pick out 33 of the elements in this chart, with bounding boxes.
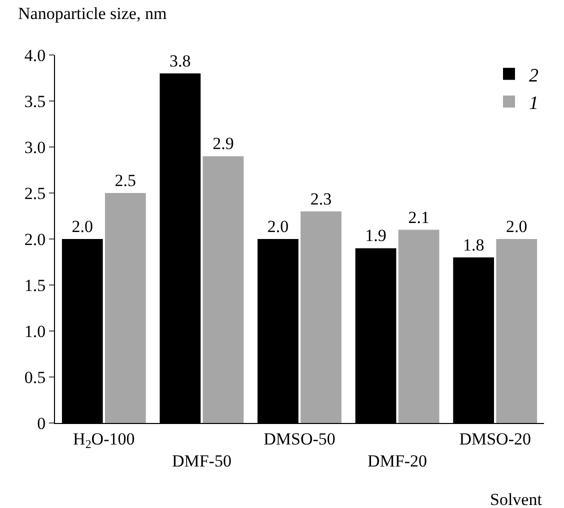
bar xyxy=(398,230,440,423)
data-label: 2.1 xyxy=(408,208,430,227)
x-tick-label: DMF-50 xyxy=(172,452,232,470)
bar xyxy=(496,239,538,423)
y-tick-label: 3.5 xyxy=(24,92,46,111)
y-tick-label: 2.5 xyxy=(24,184,46,203)
data-label: 2.3 xyxy=(310,189,332,208)
y-tick-label: 1.0 xyxy=(24,322,46,341)
x-axis-title: Solvent xyxy=(490,490,542,508)
y-tick-label: 0.5 xyxy=(24,368,46,387)
x-tick-label: DMSO-20 xyxy=(459,429,531,448)
bar xyxy=(104,193,146,423)
legend-label: 2 xyxy=(529,65,539,86)
data-label: 2.0 xyxy=(72,217,94,236)
data-label: 1.8 xyxy=(462,235,484,254)
data-label: 2.0 xyxy=(267,217,289,236)
y-tick-label: 4.0 xyxy=(24,46,46,65)
y-tick-label: 1.5 xyxy=(24,276,46,295)
data-label: 2.9 xyxy=(212,134,234,154)
data-label: 3.8 xyxy=(170,51,191,70)
data-label: 2.0 xyxy=(506,217,528,236)
y-tick-label: 3.0 xyxy=(24,138,46,157)
y-axis-title: Nanoparticle size, nm xyxy=(18,4,167,23)
y-tick-label: 0 xyxy=(37,414,46,433)
y-tick-label: 2.0 xyxy=(24,230,46,249)
bar xyxy=(202,156,244,423)
bar xyxy=(300,211,342,423)
x-tick-label: DMSO-50 xyxy=(264,429,336,448)
data-label: 2.5 xyxy=(114,171,136,190)
x-tick-label: H$_{2}$O-100 xyxy=(73,429,135,451)
legend-label: 1 xyxy=(529,92,538,114)
x-tick-label: DMF-20 xyxy=(368,452,428,470)
data-label: 1.9 xyxy=(365,226,386,246)
